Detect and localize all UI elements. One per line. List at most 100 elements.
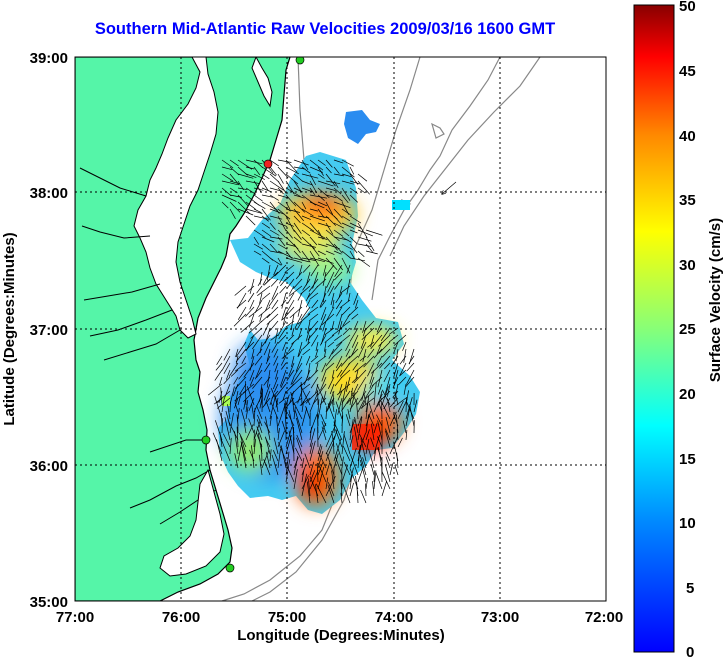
velocity-vector	[303, 369, 311, 386]
station-marker	[263, 159, 273, 169]
velocity-vector	[284, 271, 295, 281]
velocity-vector	[384, 376, 391, 394]
velocity-vector	[269, 180, 284, 191]
velocity-vector	[221, 418, 223, 434]
velocity-vector	[328, 285, 335, 297]
velocity-vector	[293, 215, 301, 224]
velocity-vector	[307, 334, 311, 344]
velocity-vector	[324, 334, 335, 343]
velocity-vector	[239, 432, 247, 448]
velocity-vector	[360, 489, 367, 504]
velocity-vector	[301, 243, 316, 248]
velocity-vector	[365, 243, 373, 253]
velocity-vector	[309, 215, 326, 222]
x-tick-label: 76:00	[162, 609, 200, 626]
velocity-vector	[239, 383, 247, 395]
velocity-vector	[345, 414, 351, 427]
velocity-vector	[309, 469, 319, 490]
velocity-vector	[365, 250, 378, 255]
velocity-vector	[278, 327, 287, 340]
velocity-vector	[234, 402, 239, 413]
colorbar-tick-label: 40	[679, 128, 696, 145]
velocity-vector	[265, 416, 271, 441]
velocity-vector	[251, 445, 255, 469]
velocity-vector	[349, 454, 359, 476]
velocity-vector	[301, 469, 305, 483]
y-tick-label: 38:00	[30, 185, 68, 202]
velocity-vector	[309, 194, 328, 199]
velocity-vector	[269, 166, 277, 176]
velocity-vector	[337, 313, 343, 331]
velocity-vector	[277, 215, 287, 232]
velocity-vector	[293, 229, 302, 240]
velocity-vector	[321, 426, 327, 441]
velocity-vector	[285, 194, 297, 207]
velocity-vector	[259, 383, 263, 395]
velocity-vector	[349, 243, 358, 254]
velocity-vector	[336, 383, 351, 396]
velocity-vector	[393, 397, 407, 408]
velocity-vector	[321, 313, 335, 326]
velocity-vector	[263, 376, 271, 386]
x-tick-label: 75:00	[268, 609, 306, 626]
velocity-vector	[325, 257, 338, 271]
velocity-vector	[253, 236, 260, 245]
velocity-vector	[237, 442, 243, 462]
velocity-vector	[341, 187, 351, 201]
velocity-vector	[342, 445, 351, 462]
velocity-vector	[310, 355, 319, 363]
velocity-vector	[228, 421, 239, 441]
velocity-vector	[295, 271, 303, 280]
velocity-vector	[317, 383, 327, 397]
velocity-vector	[357, 417, 363, 441]
velocity-vector	[311, 299, 319, 309]
velocity-vector	[317, 250, 326, 256]
velocity-vector	[339, 320, 351, 330]
velocity-vector	[319, 334, 327, 346]
velocity-vector	[309, 180, 318, 194]
velocity-vector	[333, 173, 345, 177]
velocity-vector	[365, 383, 375, 399]
velocity-vector	[245, 341, 255, 351]
x-tick-label: 72:00	[585, 609, 623, 626]
velocity-vector	[351, 376, 359, 383]
velocity-vector	[282, 313, 287, 325]
radar-stations	[201, 57, 305, 573]
velocity-vector	[249, 376, 255, 386]
velocity-vector	[296, 320, 303, 331]
velocity-vector	[301, 229, 311, 237]
velocity-vector	[365, 390, 375, 400]
velocity-vector	[307, 327, 319, 341]
velocity-vector	[309, 222, 320, 235]
velocity-vector	[301, 475, 309, 490]
velocity-vector	[348, 355, 359, 365]
velocity-vector	[321, 362, 327, 373]
velocity-vector	[372, 481, 375, 497]
velocity-vector	[309, 257, 326, 263]
velocity-vector	[317, 422, 327, 441]
velocity-vector	[256, 369, 263, 378]
velocity-vector	[277, 208, 291, 220]
x-axis-ticks: 77:00 76:00 75:00 74:00 73:00 72:00	[56, 609, 623, 626]
velocity-vector	[294, 313, 303, 329]
velocity-vector	[236, 292, 247, 309]
velocity-vector	[296, 434, 303, 448]
velocity-vector	[306, 481, 311, 504]
velocity-vector	[406, 369, 415, 385]
velocity-vector	[302, 264, 311, 273]
velocity-vector	[331, 470, 335, 490]
velocity-vector	[286, 369, 295, 381]
velocity-vector	[319, 397, 327, 405]
velocity-vector	[349, 222, 362, 229]
velocity-vector	[277, 173, 284, 184]
velocity-vector	[293, 362, 303, 378]
velocity-vector	[288, 285, 303, 297]
velocity-vector	[224, 417, 231, 441]
velocity-vector	[261, 187, 272, 193]
velocity-vector	[234, 453, 239, 469]
velocity-vector	[345, 376, 351, 392]
velocity-vector	[353, 369, 367, 384]
velocity-vector	[332, 299, 335, 309]
velocity-vector	[237, 201, 251, 214]
velocity-vector	[341, 215, 351, 222]
